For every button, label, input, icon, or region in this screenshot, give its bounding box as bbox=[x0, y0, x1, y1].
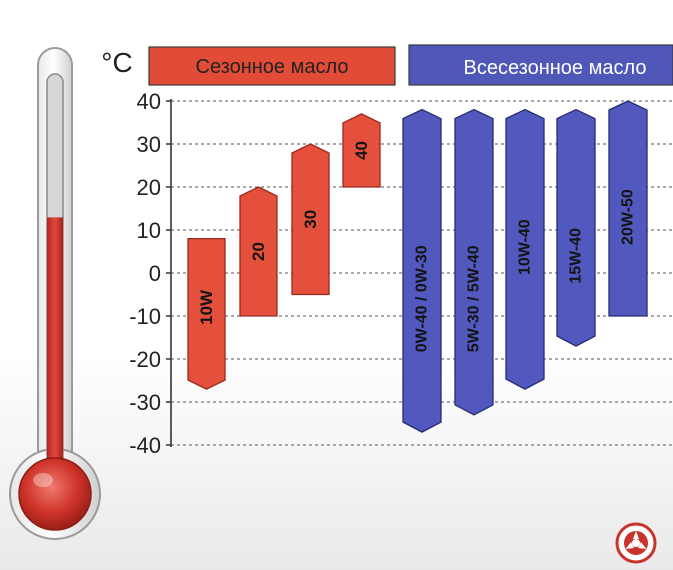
bar-label-40: 40 bbox=[352, 141, 371, 160]
y-tick-label: -10 bbox=[129, 304, 161, 329]
bar-label-10w: 10W bbox=[197, 289, 216, 325]
bar-label-10w-40: 10W-40 bbox=[517, 219, 534, 275]
unit-label: °C bbox=[101, 47, 132, 78]
y-tick-label: 30 bbox=[137, 132, 161, 157]
y-tick-label: 10 bbox=[137, 218, 161, 243]
y-axis: 40 30 20 10 0 -10 -20 -30 -40 bbox=[129, 89, 172, 458]
bar-label-20: 20 bbox=[249, 242, 268, 261]
thermometer-mercury bbox=[47, 217, 63, 488]
y-tick-label: 20 bbox=[137, 175, 161, 200]
y-tick-label: -30 bbox=[129, 390, 161, 415]
plot-area: 10W 20 30 40 0W-40 / 0W-30 5W-30 / 5W-40 10W-4… bbox=[187, 100, 648, 433]
thermometer-icon bbox=[9, 47, 101, 540]
wheel-logo-icon bbox=[615, 522, 657, 564]
y-tick-label: 0 bbox=[149, 261, 161, 286]
bar-10w-40 bbox=[505, 108, 545, 390]
legend: Сезонное масло Всесезонное масло bbox=[148, 44, 673, 86]
legend-label-all-season: Всесезонное масло bbox=[464, 57, 647, 79]
bar-40 bbox=[342, 113, 381, 188]
bar-5w-30-5w-40 bbox=[454, 108, 494, 416]
bar-label-15w-40: 15W-40 bbox=[568, 228, 585, 284]
bar-15w-40 bbox=[556, 108, 596, 347]
bar-label-5w-30-5w-40: 5W-30 / 5W-40 bbox=[466, 245, 483, 352]
bar-10w bbox=[187, 237, 226, 390]
legend-box-all-season bbox=[408, 44, 673, 86]
bar-20 bbox=[239, 186, 278, 317]
legend-box-seasonal bbox=[148, 46, 396, 86]
y-tick-label: -20 bbox=[129, 347, 161, 372]
y-tick-label: -40 bbox=[129, 433, 161, 458]
bar-label-20w-50: 20W-50 bbox=[620, 189, 637, 245]
bar-label-30: 30 bbox=[301, 210, 320, 229]
bar-30 bbox=[291, 143, 330, 296]
bar-label-0w-40-0w-30: 0W-40 / 0W-30 bbox=[414, 245, 431, 352]
bar-0w-40-0w-30 bbox=[402, 108, 442, 433]
thermometer-highlight bbox=[33, 473, 53, 487]
legend-label-seasonal: Сезонное масло bbox=[196, 56, 349, 78]
thermometer-bulb bbox=[18, 457, 92, 531]
bar-20w-50 bbox=[608, 100, 648, 317]
y-tick-label: 40 bbox=[137, 89, 161, 114]
